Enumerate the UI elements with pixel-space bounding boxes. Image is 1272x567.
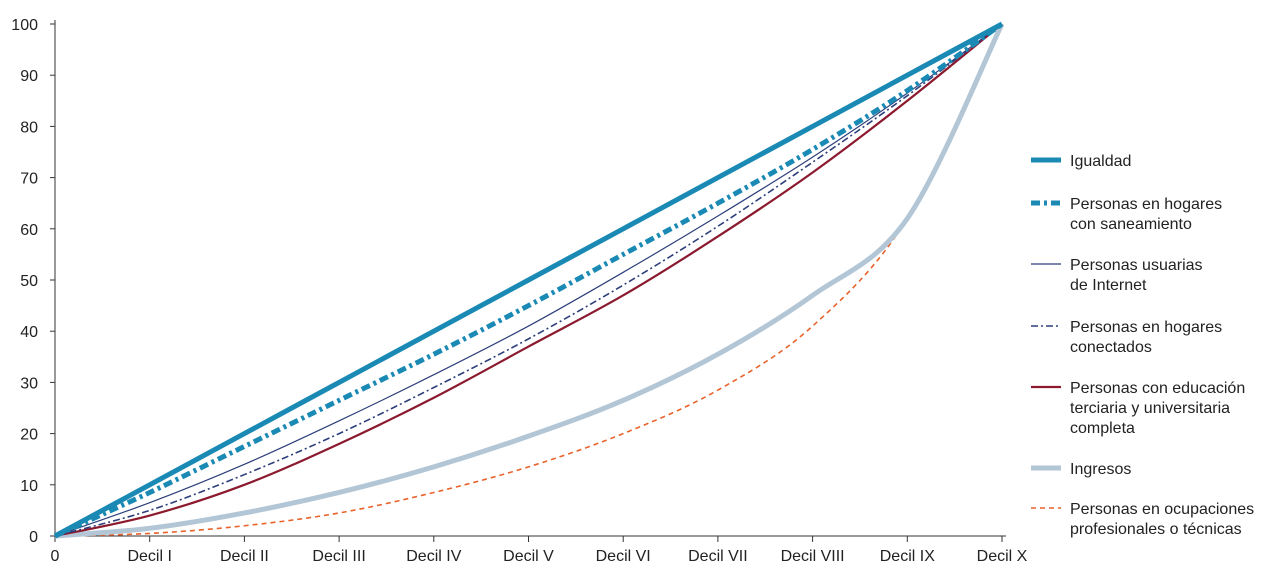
legend-label: Personas en ocupaciones [1070,501,1254,518]
x-tick-label: Decil VIII [781,548,845,565]
x-tick-label: Decil I [127,548,171,565]
x-tick-label: Decil IV [406,548,461,565]
legend-label: terciaria y universitaria [1070,400,1230,417]
legend-item: Ingresos [1031,461,1131,478]
x-tick-label: Decil III [312,548,365,565]
x-tick-label: Decil V [503,548,554,565]
y-tick-label: 100 [11,17,38,34]
legend-label: con saneamiento [1070,216,1192,233]
legend-label: profesionales o técnicas [1070,521,1242,538]
y-tick-label: 90 [20,68,38,85]
series-line-5 [54,23,1003,538]
legend-label: Personas en hogares [1070,319,1222,336]
legend-label: completa [1070,420,1135,437]
chart-legend: Igualdad Personas en hogares con saneamien… [1031,153,1254,538]
legend-item: Personas usuarias de Internet [1031,257,1203,294]
x-tick-label: Decil VII [688,548,748,565]
legend-label: Igualdad [1070,153,1131,170]
series-line-7 [54,23,1003,537]
legend-label: conectados [1070,339,1152,356]
series-line-2 [53,21,1004,539]
series-line-3 [54,23,1003,537]
y-tick-label: 70 [20,171,38,188]
x-tick-label: Decil VI [596,548,651,565]
y-tick-label: 30 [20,375,38,392]
y-tick-label: 80 [20,119,38,136]
legend-item: Personas en hogares con saneamiento [1031,196,1222,233]
y-tick-label: 50 [20,273,38,290]
legend-item: Personas en hogares conectados [1031,319,1222,356]
legend-label: Personas con educación [1070,380,1245,397]
x-tick-label: Decil IX [880,548,935,565]
y-tick-label: 0 [29,529,38,546]
legend-label: Personas usuarias [1070,257,1203,274]
y-tick-label: 20 [20,427,38,444]
series-line-4 [54,23,1003,537]
legend-item: Personas en ocupaciones profesionales o t… [1031,501,1254,538]
y-tick-label: 40 [20,324,38,341]
chart-axes: 0 10 20 30 40 50 60 70 80 90 100 0 Decil I Decil II De… [11,17,1027,565]
chart-series [53,21,1005,539]
y-tick-label: 10 [20,478,38,495]
legend-label: de Internet [1070,277,1147,294]
legend-label: Personas en hogares [1070,196,1222,213]
y-tick-label: 60 [20,222,38,239]
series-line-1 [53,21,1004,539]
x-tick-label: Decil X [977,548,1028,565]
legend-item: Igualdad [1031,153,1131,170]
legend-label: Ingresos [1070,461,1131,478]
x-tick-label: Decil II [220,548,269,565]
x-tick-label: 0 [51,548,60,565]
legend-item: Personas con educación terciaria y univer… [1031,380,1245,437]
series-line-6 [54,22,1005,539]
